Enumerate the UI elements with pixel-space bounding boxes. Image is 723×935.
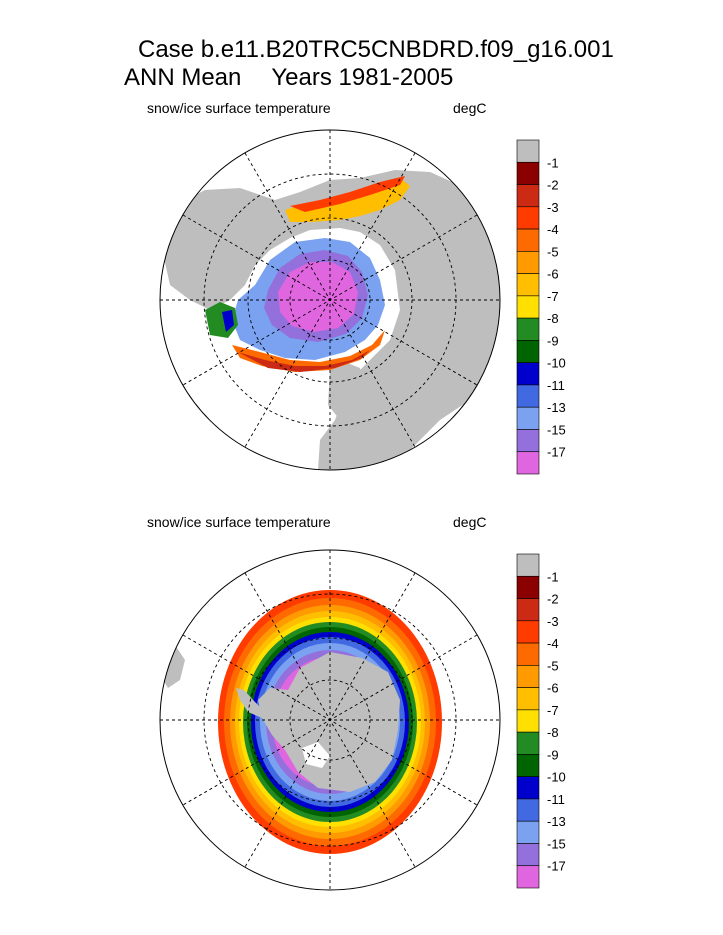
north-colorbar-swatch: [516, 406, 540, 430]
south-colorbar-swatch: [516, 754, 540, 777]
north-colorbar-swatch: [516, 340, 540, 363]
north-land-greenland-region: [185, 340, 315, 450]
south-colorbar-swatch: [516, 642, 540, 666]
south-land-peninsula: [236, 688, 265, 718]
south-colorbar-label: -9: [547, 747, 559, 762]
south-colorbar-swatch: [516, 843, 540, 867]
north-colorbar-swatch: [516, 295, 540, 319]
south-colorbar-label: -10: [547, 770, 566, 785]
south-colorbar-swatch: [516, 687, 540, 711]
north-graticule: [160, 130, 500, 470]
south-colorbar-swatch: [516, 553, 540, 577]
north-colorbar-label: -5: [547, 244, 559, 259]
south-colorbar: -1 -2 -3 -4 -5 -6 -7 -8 -9 -10 -11 -13 -15 -17: [516, 553, 566, 889]
south-colorbar-swatch: [516, 776, 540, 800]
south-colorbar-label: -3: [547, 614, 559, 629]
north-colorbar-label: -9: [547, 333, 559, 348]
north-land-eurasia: [160, 170, 500, 470]
north-polar-map: [159, 129, 501, 471]
north-colorbar: -1 -2 -3 -4 -5 -6 -7 -8 -9 -10 -11 -13 -15 -17: [516, 139, 566, 475]
south-variable-label: snow/ice surface temperature: [147, 514, 331, 530]
north-colorbar-label: -8: [547, 311, 559, 326]
north-colorbar-label: -1: [547, 155, 559, 170]
north-colorbar-swatch: [516, 228, 540, 252]
south-colorbar-swatch: [516, 620, 540, 644]
south-colorbar-swatch: [516, 709, 540, 733]
north-ice-edge-atlantic-2: [238, 350, 370, 372]
south-units-label: degC: [453, 514, 487, 530]
south-colorbar-swatch: [516, 575, 540, 599]
south-colorbar-swatch: [516, 865, 540, 889]
north-colorbar-swatch: [516, 451, 540, 475]
south-colorbar-label: -4: [547, 636, 559, 651]
south-colorbar-swatch: [516, 798, 540, 822]
north-colorbar-label: -17: [547, 445, 566, 460]
north-colorbar-swatch: [516, 139, 540, 163]
south-colorbar-label: -5: [547, 658, 559, 673]
north-units-label: degC: [453, 100, 487, 116]
north-colorbar-label: -13: [547, 400, 566, 415]
south-colorbar-label: -6: [547, 681, 559, 696]
south-colorbar-swatch: [516, 598, 540, 622]
north-colorbar-label: -3: [547, 200, 559, 215]
south-colorbar-swatch: [516, 665, 540, 688]
north-colorbar-swatch: [516, 384, 540, 408]
years-label: Years 1981-2005: [271, 64, 454, 91]
north-colorbar-swatch: [516, 184, 540, 208]
north-colorbar-label: -4: [547, 222, 559, 237]
south-colorbar-swatch: [516, 731, 540, 755]
north-colorbar-label: -2: [547, 178, 559, 193]
north-variable-label: snow/ice surface temperature: [147, 100, 331, 116]
south-polar-map: [159, 549, 501, 891]
figure-title-period: ANN Mean Years 1981-2005: [124, 64, 453, 92]
south-colorbar-label: -11: [547, 792, 565, 807]
north-colorbar-label: -7: [547, 289, 559, 304]
north-colorbar-label: -11: [547, 378, 565, 393]
north-colorbar-swatch: [516, 317, 540, 341]
south-land-antarctica: [258, 652, 400, 792]
south-graticule: [160, 550, 500, 890]
north-colorbar-label: -15: [547, 422, 566, 437]
north-ice-hudson-2: [222, 310, 234, 332]
south-colorbar-label: -8: [547, 725, 559, 740]
figure-title-case: Case b.e11.B20TRC5CNBDRD.f09_g16.001: [138, 36, 614, 63]
north-colorbar-swatch: [516, 251, 540, 274]
south-colorbar-label: -15: [547, 836, 566, 851]
north-colorbar-swatch: [516, 161, 540, 185]
south-colorbar-label: -2: [547, 592, 559, 607]
south-colorbar-label: -1: [547, 569, 559, 584]
north-colorbar-swatch: [516, 429, 540, 453]
south-ice-shelf: [302, 742, 330, 768]
south-colorbar-label: -13: [547, 814, 566, 829]
north-ice-edge-bering-2: [290, 176, 405, 212]
north-colorbar-label: -10: [547, 356, 566, 371]
south-colorbar-label: -7: [547, 703, 559, 718]
north-colorbar-swatch: [516, 362, 540, 386]
season-label: ANN Mean: [124, 64, 242, 91]
north-colorbar-swatch: [516, 273, 540, 297]
north-land-scandinavia: [328, 362, 365, 420]
north-colorbar-label: -6: [547, 267, 559, 282]
south-colorbar-label: -17: [547, 859, 566, 874]
south-colorbar-swatch: [516, 820, 540, 844]
north-colorbar-swatch: [516, 206, 540, 230]
